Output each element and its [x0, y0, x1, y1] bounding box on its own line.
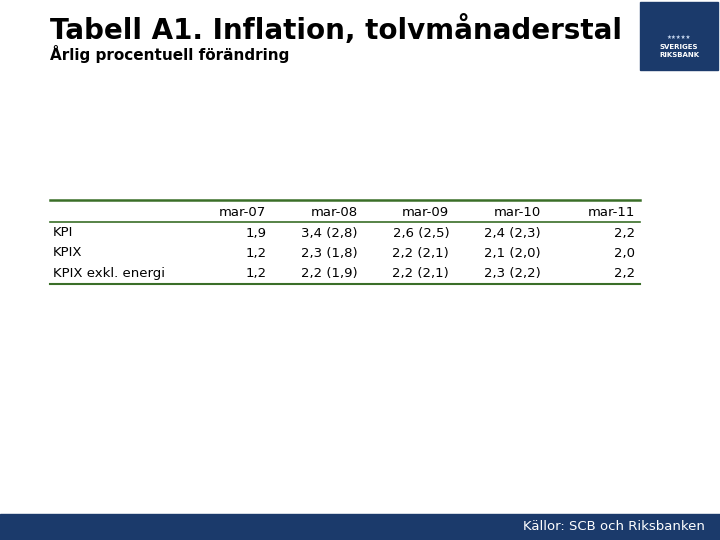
Text: 2,3 (2,2): 2,3 (2,2) — [484, 267, 541, 280]
Text: 2,2 (2,1): 2,2 (2,1) — [392, 267, 449, 280]
Text: Källor: SCB och Riksbanken: Källor: SCB och Riksbanken — [523, 521, 705, 534]
Text: KPIX: KPIX — [53, 246, 83, 260]
Text: KPI: KPI — [53, 226, 73, 240]
Text: SVERIGES
RIKSBANK: SVERIGES RIKSBANK — [659, 44, 699, 58]
Text: 1,9: 1,9 — [246, 226, 266, 240]
Text: 1,2: 1,2 — [245, 267, 266, 280]
Text: 2,3 (1,8): 2,3 (1,8) — [301, 246, 358, 260]
Text: 2,6 (2,5): 2,6 (2,5) — [392, 226, 449, 240]
Text: mar-11: mar-11 — [588, 206, 635, 219]
Text: mar-10: mar-10 — [493, 206, 541, 219]
Bar — [640, 2, 718, 70]
Text: 3,4 (2,8): 3,4 (2,8) — [301, 226, 358, 240]
Text: mar-08: mar-08 — [310, 206, 358, 219]
Text: 2,2: 2,2 — [614, 267, 635, 280]
Text: Tabell A1. Inflation, tolvmånaderstal: Tabell A1. Inflation, tolvmånaderstal — [50, 15, 622, 45]
Text: 1,2: 1,2 — [245, 246, 266, 260]
Text: mar-09: mar-09 — [402, 206, 449, 219]
Bar — [0, 514, 720, 540]
Text: ★★★★★: ★★★★★ — [667, 35, 691, 40]
Text: Årlig procentuell förändring: Årlig procentuell förändring — [50, 45, 289, 63]
Text: 2,2 (1,9): 2,2 (1,9) — [301, 267, 358, 280]
Text: 2,1 (2,0): 2,1 (2,0) — [484, 246, 541, 260]
Text: KPIX exkl. energi: KPIX exkl. energi — [53, 267, 165, 280]
Text: 2,2 (2,1): 2,2 (2,1) — [392, 246, 449, 260]
Text: 2,4 (2,3): 2,4 (2,3) — [484, 226, 541, 240]
Text: 2,2: 2,2 — [614, 226, 635, 240]
Text: 2,0: 2,0 — [614, 246, 635, 260]
Text: mar-07: mar-07 — [219, 206, 266, 219]
